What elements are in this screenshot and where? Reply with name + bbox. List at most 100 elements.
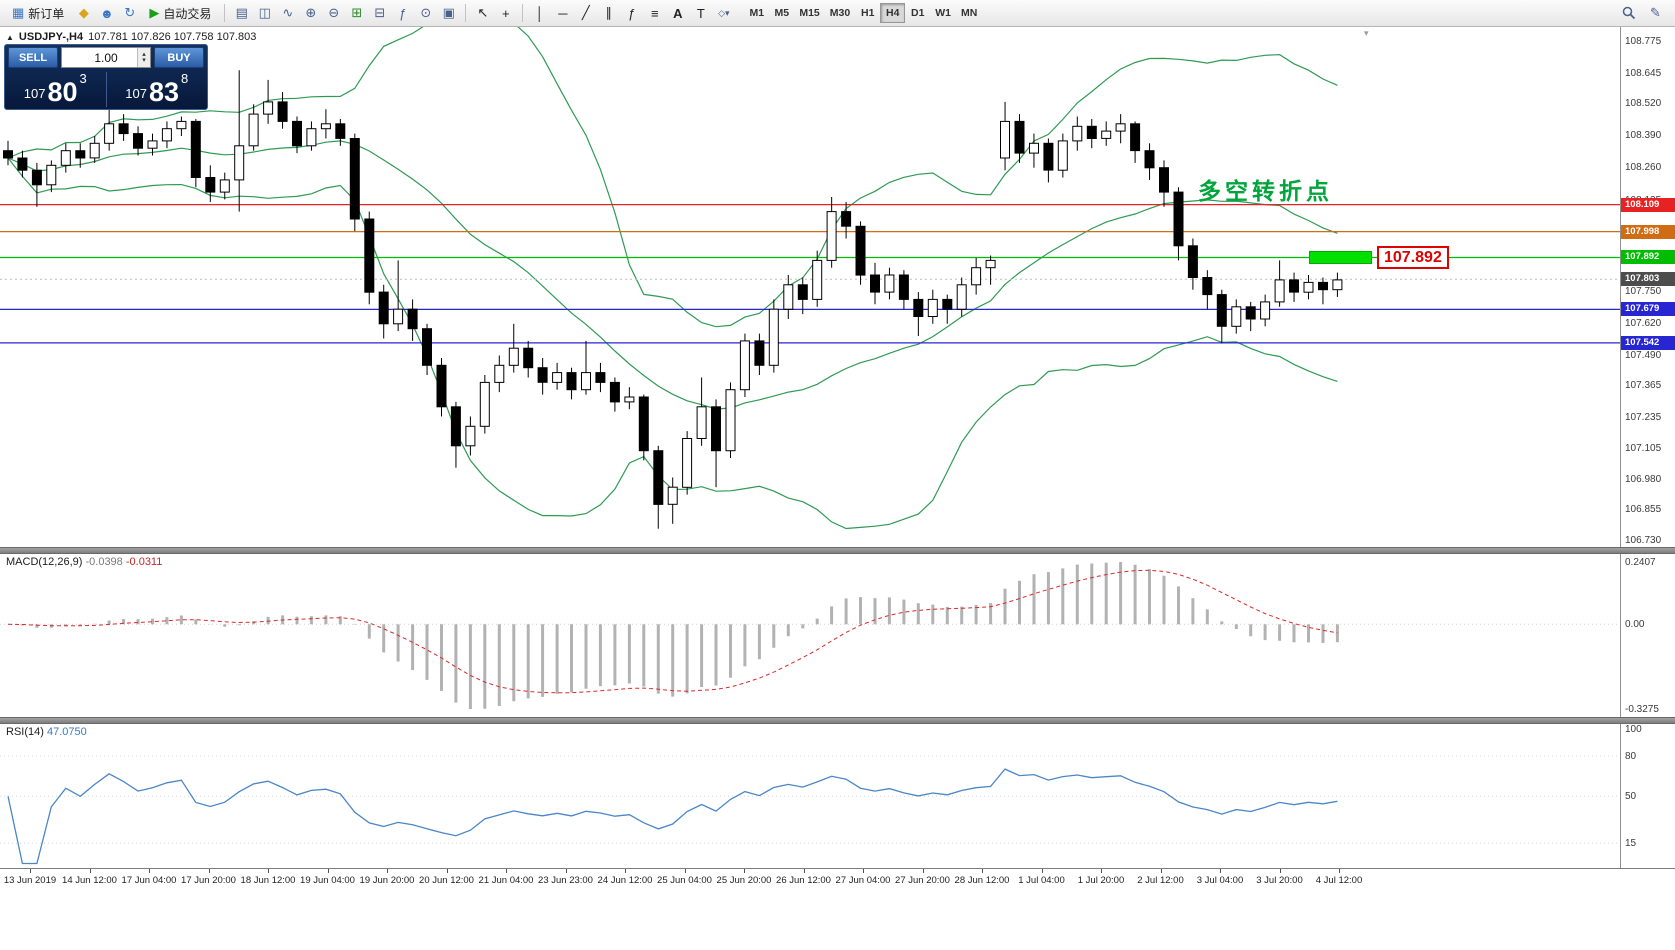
periods-icon[interactable]: ⊙ [420, 5, 432, 20]
volume-field[interactable]: 1.00 ▴ ▾ [61, 47, 151, 68]
sell-price[interactable]: 107 80 3 [5, 70, 106, 109]
time-axis-tick [625, 869, 626, 873]
price-axis-label: 107.365 [1625, 380, 1662, 392]
one-click-trading-panel: SELL 1.00 ▴ ▾ BUY 107 80 3 107 83 8 [4, 44, 208, 110]
macd-title: MACD(12,26,9) -0.0398 -0.0311 [6, 556, 162, 568]
macd-axis-label: 0.2407 [1625, 557, 1656, 568]
sell-price-big: 80 [47, 77, 78, 107]
timeframe-m5[interactable]: M5 [774, 7, 790, 19]
volume-up-icon[interactable]: ▴ [142, 50, 146, 58]
trendline-icon[interactable]: ╱ [581, 5, 590, 20]
autotrading-button[interactable]: ▶ 自动交易 [142, 2, 218, 24]
time-axis-label: 17 Jun 20:00 [181, 875, 236, 886]
rsi-axis-label: 15 [1625, 838, 1637, 849]
zoom-out-icon[interactable]: ⊖ [328, 5, 340, 20]
rsi-axis: 100 80 50 15 [1620, 724, 1675, 868]
macd-name: MACD(12,26,9) [6, 556, 83, 568]
timeframe-m30[interactable]: M30 [829, 7, 851, 19]
time-axis-label: 20 Jun 12:00 [419, 875, 474, 886]
horizontal-line-icon[interactable]: ─ [558, 5, 568, 21]
current-price-tag: 107.803 [1621, 272, 1675, 287]
timeframe-h1[interactable]: H1 [860, 7, 875, 19]
rsi-value: 47.0750 [46, 726, 87, 738]
buy-button[interactable]: BUY [154, 47, 204, 68]
vertical-line-icon[interactable]: │ [535, 5, 544, 21]
volume-spinner[interactable]: ▴ ▾ [137, 48, 150, 67]
macd-axis-label: -0.3275 [1625, 704, 1659, 715]
cascade-windows-icon[interactable]: ⊟ [374, 5, 386, 20]
time-axis-label: 27 Jun 20:00 [895, 875, 950, 886]
line-chart-icon[interactable]: ∿ [282, 5, 294, 20]
rsi-name: RSI(14) [6, 726, 44, 738]
volume-value: 1.00 [94, 50, 118, 65]
zoom-in-icon[interactable]: ⊕ [305, 5, 317, 20]
time-axis-tick [446, 869, 448, 873]
community-icon[interactable]: ☻ [99, 5, 114, 21]
panel-separator[interactable] [0, 547, 1675, 554]
highlight-rectangle[interactable] [1309, 251, 1372, 264]
objects-list-icon[interactable]: ≡ [651, 5, 659, 21]
time-axis-label: 2 Jul 12:00 [1137, 875, 1184, 886]
timeframe-w1[interactable]: W1 [935, 7, 951, 19]
bar-chart-icon[interactable]: ▤ [235, 5, 248, 20]
cursor-icon[interactable]: ↖ [477, 5, 489, 20]
time-axis-tick [149, 869, 150, 873]
timeframe-h4[interactable]: H4 [880, 3, 906, 23]
time-axis-label: 21 Jun 04:00 [478, 875, 534, 886]
timeframe-mn[interactable]: MN [960, 7, 978, 19]
buy-price-sup: 8 [181, 71, 189, 86]
chart-annotation-text[interactable]: 多空转折点 [1198, 178, 1333, 204]
tile-windows-icon[interactable]: ⊞ [351, 5, 363, 20]
templates-icon[interactable]: ▣ [442, 5, 455, 20]
price-callout-label[interactable]: 107.892 [1377, 246, 1449, 269]
rsi-line [7, 768, 1338, 865]
time-axis[interactable]: 13 Jun 2019 14 Jun 12:00 17 Jun 04:00 17 Ju… [0, 868, 1675, 894]
time-axis-label: 24 Jun 12:00 [597, 875, 653, 886]
timeframe-group: M1 M5 M15 M30 H1 H4 D1 W1 MN [744, 3, 982, 23]
candlestick-chart-icon[interactable]: ◫ [258, 5, 271, 20]
timeframe-d1[interactable]: D1 [910, 7, 925, 19]
indicators-icon[interactable]: ƒ [399, 5, 407, 21]
time-axis-tick [803, 869, 805, 873]
main-chart[interactable] [0, 27, 1620, 547]
price-axis-label: 108.645 [1625, 67, 1662, 79]
rsi-chart[interactable] [0, 724, 1620, 868]
sell-button[interactable]: SELL [8, 47, 58, 68]
buy-price[interactable]: 107 83 8 [107, 70, 208, 109]
time-axis-tick [1041, 869, 1043, 873]
symbol-ohlc-line: ▲ USDJPY-,H4 107.781 107.826 107.758 107… [6, 31, 256, 43]
toolbar: ▦ 新订单 ◆ ☻ ↻ ▶ 自动交易 ▤ ◫ ∿ ⊕ ⊖ ⊞ ⊟ ƒ ⊙ ▣ ↖… [0, 0, 1675, 27]
text-label-icon[interactable]: T [696, 5, 705, 21]
edit-icon[interactable]: ✎ [1650, 5, 1661, 20]
time-axis-label: 3 Jul 20:00 [1256, 875, 1303, 886]
market-icon[interactable]: ◆ [78, 5, 89, 20]
price-axis[interactable]: 108.775 108.645 108.520 108.390 108.260 108.1… [1620, 27, 1675, 547]
crosshair-icon[interactable]: + [502, 5, 510, 21]
search-icon[interactable] [1618, 3, 1639, 24]
autotrading-play-icon: ▶ [149, 5, 160, 20]
timeframe-m15[interactable]: M15 [799, 7, 820, 19]
shapes-dropdown-icon[interactable]: ◇▾ [718, 7, 730, 18]
rsi-axis-label: 80 [1625, 751, 1637, 762]
time-axis-label: 3 Jul 04:00 [1196, 875, 1244, 886]
bollinger-middle-line [7, 140, 1338, 410]
macd-chart[interactable] [0, 554, 1620, 717]
collapse-panel-icon[interactable]: ▲ [6, 32, 14, 42]
panel-separator[interactable] [0, 717, 1675, 724]
price-level-tag: 108.109 [1621, 197, 1675, 212]
time-axis-label: 23 Jun 23:00 [538, 875, 593, 886]
time-axis-label: 27 Jun 04:00 [835, 875, 891, 886]
new-order-button[interactable]: ▦ 新订单 [5, 2, 71, 24]
candlesticks-layer [3, 70, 1343, 529]
time-axis-label: 4 Jul 12:00 [1315, 875, 1363, 886]
time-axis-label: 17 Jun 04:00 [121, 875, 177, 886]
fibonacci-icon[interactable]: ƒ [628, 5, 636, 21]
channel-icon[interactable]: ∥ [605, 5, 613, 20]
refresh-icon[interactable]: ↻ [124, 5, 136, 20]
chart-scroll-marker[interactable]: ▾ [1364, 28, 1369, 38]
text-icon[interactable]: A [673, 5, 683, 21]
timeframe-m1[interactable]: M1 [749, 7, 765, 19]
volume-down-icon[interactable]: ▾ [142, 56, 146, 64]
time-axis-label: 19 Jun 20:00 [359, 875, 415, 886]
